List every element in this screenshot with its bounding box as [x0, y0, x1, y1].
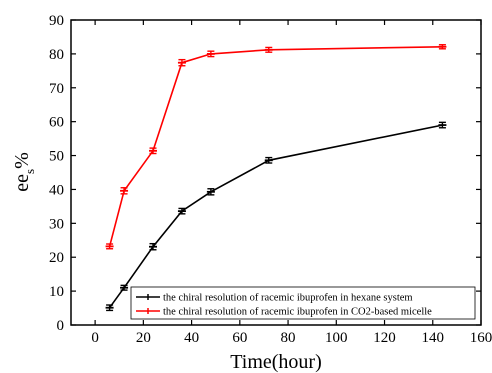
y-axis-ticks: 0 10 20 30 40 50 60 70 80 90 [49, 13, 481, 334]
y-axis-title-subscript: s [22, 169, 37, 174]
y-axis-title-main: ee [11, 174, 33, 192]
legend-box [130, 286, 476, 320]
y-tick-label: 50 [49, 149, 64, 165]
x-tick-label: 80 [281, 330, 296, 346]
y-tick-label: 40 [49, 182, 64, 198]
x-tick-label: 0 [91, 330, 99, 346]
x-tick-label: 140 [422, 330, 445, 346]
x-axis-title: Time(hour) [230, 351, 321, 373]
y-tick-label: 70 [49, 81, 64, 97]
y-tick-label: 60 [49, 115, 64, 131]
series-line [108, 124, 443, 309]
x-tick-label: 60 [232, 330, 247, 346]
y-tick-label: 10 [49, 284, 64, 300]
svg-text:ees%: ees% [11, 152, 37, 192]
y-tick-label: 20 [49, 250, 64, 266]
plot-frame [70, 19, 482, 326]
y-axis-title: ees% [11, 152, 37, 192]
x-axis-ticks: 0 20 40 60 80 100 120 140 160 [91, 20, 492, 346]
y-tick-label: 80 [49, 47, 64, 63]
series-0 [105, 121, 447, 312]
legend-entry-hexane: the chiral resolution of racemic ibuprof… [136, 293, 413, 304]
series-line [108, 46, 443, 247]
legend-label-co2: the chiral resolution of racemic ibuprof… [163, 307, 432, 318]
x-tick-label: 40 [184, 330, 199, 346]
x-tick-label: 120 [373, 330, 396, 346]
legend: the chiral resolution of racemic ibuprof… [130, 286, 476, 320]
series-1 [105, 44, 447, 250]
y-tick-label: 30 [49, 216, 64, 232]
x-tick-label: 160 [470, 330, 492, 346]
legend-entry-co2: the chiral resolution of racemic ibuprof… [136, 307, 432, 318]
x-tick-label: 20 [136, 330, 151, 346]
y-axis-title-unit: % [11, 152, 33, 169]
legend-label-hexane: the chiral resolution of racemic ibuprof… [163, 293, 413, 304]
y-tick-label: 90 [49, 13, 64, 29]
x-tick-label: 100 [325, 330, 348, 346]
y-tick-label: 0 [57, 318, 65, 334]
series-layer [105, 44, 447, 312]
